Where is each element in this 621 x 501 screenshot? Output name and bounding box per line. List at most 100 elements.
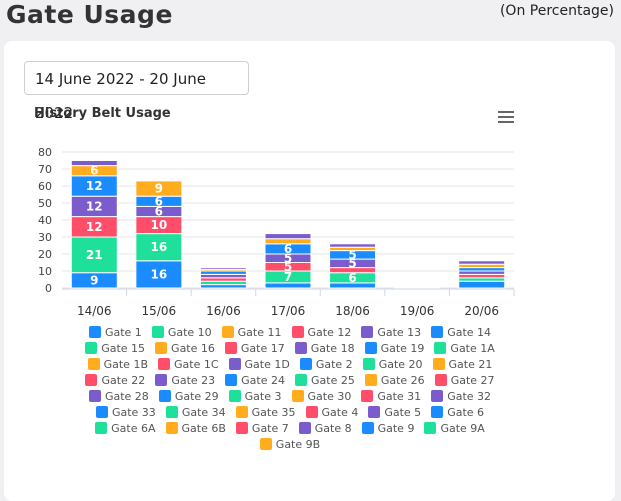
legend-item[interactable]: Gate 29 [158,388,219,404]
bar-segment[interactable] [199,277,247,282]
legend-label: Gate 20 [378,357,423,371]
bar-segment[interactable] [458,273,506,279]
legend-item[interactable]: Gate 2 [299,356,353,372]
data-label: 7 [284,270,292,284]
bar-segment[interactable] [264,238,312,245]
legend-item[interactable]: Gate 14 [431,324,491,340]
y-tick-label: 80 [38,146,52,159]
bar-segment[interactable] [458,270,506,275]
data-label: 12 [86,199,103,213]
legend-swatch [361,422,374,434]
bar-segment[interactable] [329,246,377,252]
bar-segment[interactable] [199,280,247,286]
legend-item[interactable]: Gate 8 [298,420,352,436]
bar-segment[interactable] [135,180,183,197]
legend-swatch [431,390,444,402]
legend-label: Gate 14 [447,325,492,339]
data-label: 9 [155,182,163,196]
chart-legend: Gate 1 Gate 10 Gate 11 Gate 12 Gate 13 Gate 1… [60,324,520,452]
legend-item[interactable]: Gate 18 [294,340,355,356]
legend-item[interactable]: Gate 9 [361,420,414,436]
legend-label: Gate 8 [314,421,352,435]
y-tick-label: 40 [38,214,52,227]
legend-item[interactable]: Gate 22 [85,372,145,388]
legend-item[interactable]: Gate 15 [85,340,145,356]
legend-swatch [424,422,437,434]
legend-item[interactable]: Gate 28 [88,388,149,404]
legend-swatch [364,342,377,354]
legend-item[interactable]: Gate 26 [364,372,425,388]
legend-item[interactable]: Gate 6A [95,420,156,436]
bar-segment[interactable] [458,267,506,272]
legend-item[interactable]: Gate 16 [155,340,215,356]
legend-item[interactable]: Gate 31 [361,388,421,404]
y-tick-label: 70 [38,163,52,176]
legend-swatch [432,358,445,370]
percentage-note: (On Percentage) [499,3,614,19]
legend-item[interactable]: Gate 20 [362,356,423,372]
legend-item[interactable]: Gate 21 [432,356,492,372]
legend-item[interactable]: Gate 6 [431,404,484,420]
legend-row: Gate 15 Gate 16 Gate 17 Gate 18 Gate 19 Gate … [60,340,520,356]
legend-item[interactable]: Gate 30 [291,388,351,404]
legend-swatch [85,342,98,354]
legend-item[interactable]: Gate 17 [224,340,285,356]
x-tick-label: 16/06 [206,304,241,318]
legend-item[interactable]: Gate 9B [259,436,320,452]
legend-item[interactable]: Gate 1C [158,356,219,372]
y-tick-label: 30 [38,231,52,244]
legend-label: Gate 6 [447,405,485,419]
legend-item[interactable]: Gate 33 [95,404,156,420]
bar-segment[interactable] [199,284,247,289]
legend-item[interactable]: Gate 1 [88,324,142,340]
bar-segment[interactable] [70,160,118,167]
legend-item[interactable]: Gate 25 [295,372,355,388]
legend-item[interactable]: Gate 35 [235,404,296,420]
legend-swatch [225,374,238,386]
bar-segment[interactable] [329,243,377,248]
legend-swatch [155,342,168,354]
legend-item[interactable]: Gate 11 [221,324,282,340]
legend-item[interactable]: Gate 12 [291,324,351,340]
legend-item[interactable]: Gate 19 [364,340,424,356]
bar-segment[interactable] [458,277,506,282]
bar-segment[interactable] [199,273,247,279]
bar-segment[interactable] [199,270,247,275]
bar-segment[interactable] [458,280,506,289]
bar-segment[interactable] [199,267,247,270]
legend-swatch [221,326,234,338]
legend-label: Gate 6A [111,421,156,435]
legend-item[interactable]: Gate 34 [165,404,226,420]
legend-item[interactable]: Gate 3 [228,388,282,404]
bar-segment[interactable] [70,236,118,274]
legend-label: Gate 9A [440,421,485,435]
bar-segment[interactable] [393,284,441,286]
legend-item[interactable]: Gate 32 [431,388,491,404]
legend-swatch [434,342,447,354]
legend-item[interactable]: Gate 9A [424,420,485,436]
data-label: 16 [151,267,168,281]
legend-swatch [155,374,168,386]
legend-item[interactable]: Gate 10 [151,324,212,340]
legend-item[interactable]: Gate 7 [235,420,289,436]
legend-label: Gate 13 [377,325,422,339]
legend-item[interactable]: Gate 23 [155,372,215,388]
legend-swatch [364,374,377,386]
bar-segment[interactable] [458,260,506,265]
legend-item[interactable]: Gate 5 [368,404,421,420]
bar-segment[interactable] [135,233,183,262]
hamburger-menu-icon[interactable] [498,111,514,123]
legend-item[interactable]: Gate 24 [225,372,285,388]
legend-item[interactable]: Gate 1B [87,356,148,372]
legend-item[interactable]: Gate 13 [361,324,421,340]
legend-label: Gate 22 [101,373,146,387]
legend-swatch [85,374,98,386]
legend-item[interactable]: Gate 6B [165,420,226,436]
bar-segment[interactable] [458,263,506,269]
legend-item[interactable]: Gate 1D [228,356,290,372]
legend-item[interactable]: Gate 4 [305,404,358,420]
date-range-picker[interactable]: 14 June 2022 - 20 June 2022 [24,61,249,122]
legend-item[interactable]: Gate 27 [434,372,495,388]
legend-item[interactable]: Gate 1A [434,340,495,356]
bar-segment[interactable] [264,233,312,240]
